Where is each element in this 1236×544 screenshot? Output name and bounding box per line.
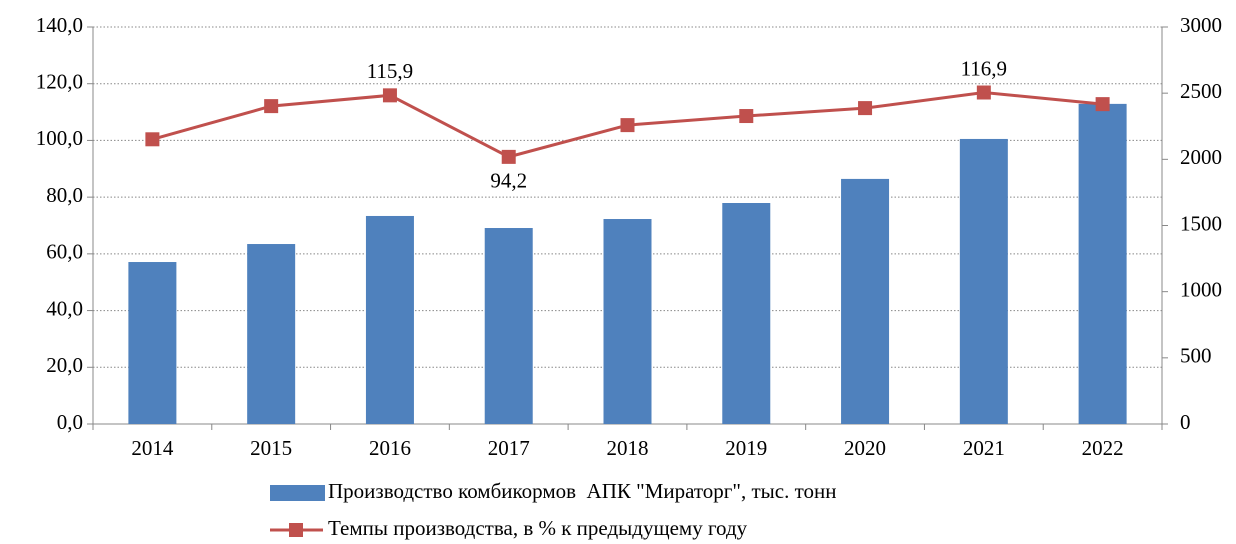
legend-swatch [289,523,303,537]
y-tick-label: 120,0 [36,70,83,94]
marker [976,85,991,100]
y-tick-label: 20,0 [46,353,83,377]
marker [264,99,279,114]
y2-tick-label: 0 [1180,410,1191,434]
x-tick-label: 2020 [844,436,886,460]
bar [128,262,177,424]
y2-tick-label: 2500 [1180,79,1222,103]
data-label: 94,2 [490,169,527,193]
data-label: 116,9 [961,56,1007,80]
bar [484,228,533,424]
bar [603,219,652,424]
y-tick-label: 100,0 [36,126,83,150]
bar [1078,103,1127,424]
x-tick-label: 2014 [131,436,174,460]
y2-tick-label: 500 [1180,344,1212,368]
y-tick-label: 0,0 [57,410,83,434]
legend-label: Темпы производства, в % к предыдущему го… [328,516,748,540]
x-tick-label: 2015 [250,436,292,460]
bar [365,215,414,424]
marker [382,88,397,103]
bar [722,203,771,424]
y-tick-label: 60,0 [46,240,83,264]
bar [247,244,296,424]
x-tick-label: 2017 [488,436,530,460]
y-tick-label: 80,0 [46,183,83,207]
x-tick-label: 2019 [725,436,767,460]
x-tick-label: 2018 [607,436,649,460]
y2-tick-label: 2000 [1180,145,1222,169]
data-label: 115,9 [367,59,413,83]
x-tick-label: 2022 [1082,436,1124,460]
legend-swatch [270,485,325,501]
marker [145,132,160,147]
bar [841,178,890,424]
y2-tick-label: 1500 [1180,211,1222,235]
marker [739,109,754,124]
marker [501,149,516,164]
bar [959,138,1008,425]
legend-label: Производство комбикормов АПК "Мираторг",… [328,479,836,503]
x-tick-label: 2021 [963,436,1005,460]
y-tick-label: 140,0 [36,13,83,37]
marker [620,118,635,133]
marker [858,101,873,116]
x-tick-label: 2016 [369,436,411,460]
y-tick-label: 40,0 [46,296,83,320]
marker [1095,97,1110,112]
y2-tick-label: 3000 [1180,13,1222,37]
y2-tick-label: 1000 [1180,277,1222,301]
